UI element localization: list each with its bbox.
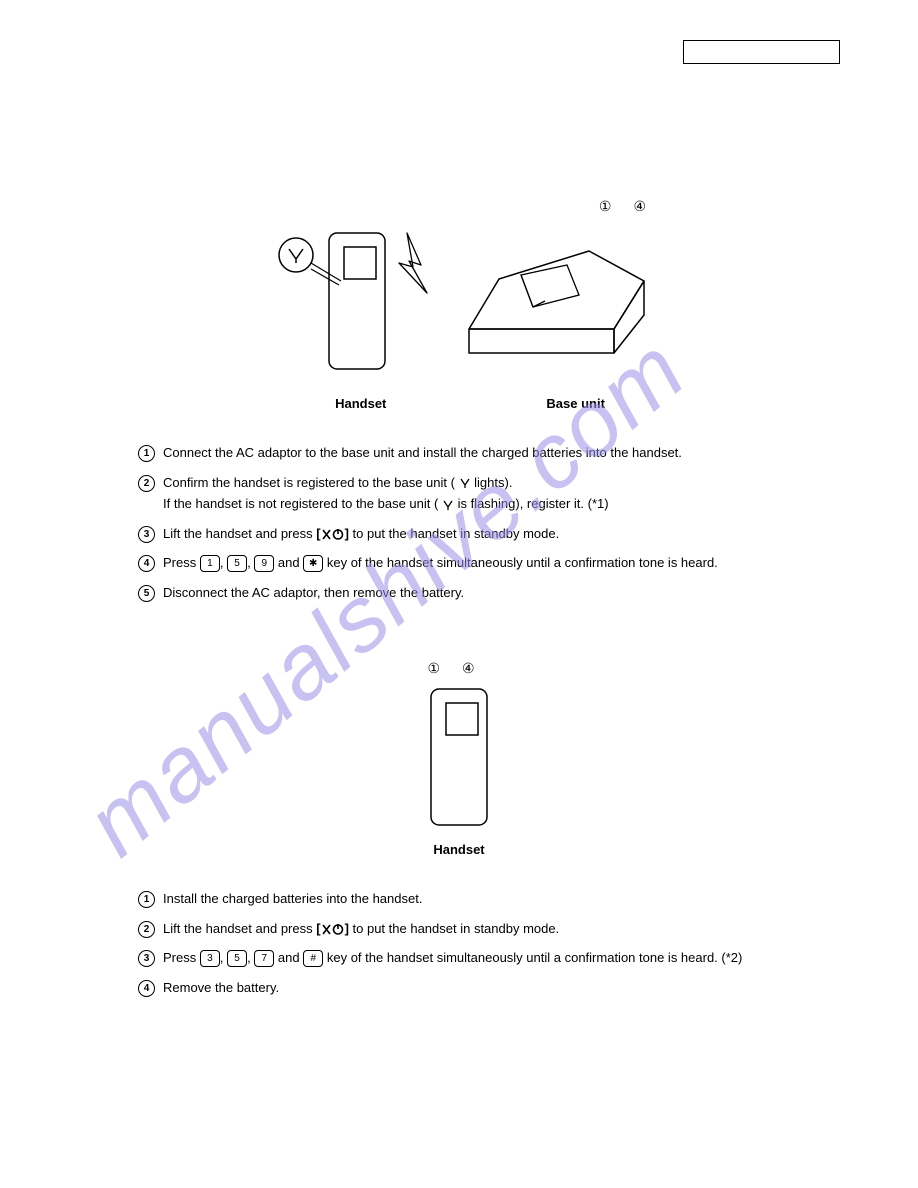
header-box [683, 40, 840, 64]
step-text: Remove the battery. [163, 978, 818, 998]
step-2-1: 1 Install the charged batteries into the… [138, 889, 818, 909]
figure-2 [60, 683, 858, 836]
key-1: 1 [200, 555, 220, 572]
reference-numbers-2: ①④ [60, 660, 858, 677]
step-1-2: 2 Confirm the handset is registered to t… [138, 473, 818, 514]
base-unit-label: Base unit [546, 396, 605, 411]
key-star: ✱ [303, 555, 323, 572]
step-number-icon: 3 [138, 526, 155, 543]
reference-numbers-1: ①④ [60, 198, 858, 215]
steps-list-1: 1 Connect the AC adaptor to the base uni… [60, 443, 858, 602]
step-number-icon: 5 [138, 585, 155, 602]
step-1-4: 4 Press 1, 5, 9 and ✱ key of the handset… [138, 553, 818, 573]
step-1-5: 5 Disconnect the AC adaptor, then remove… [138, 583, 818, 603]
off-power-icon [321, 528, 345, 541]
steps-list-2: 1 Install the charged batteries into the… [60, 889, 858, 997]
section-1: ①④ [60, 198, 858, 602]
step-number-icon: 2 [138, 921, 155, 938]
manual-page: manualshive.com ①④ [0, 0, 918, 1188]
step-number-icon: 2 [138, 475, 155, 492]
figure-1-labels: Handset Base unit [60, 396, 858, 411]
handset-label-2: Handset [60, 842, 858, 857]
step-number-icon: 4 [138, 555, 155, 572]
figure-1 [60, 223, 858, 386]
step-text: Press 1, 5, 9 and ✱ key of the handset s… [163, 553, 818, 573]
antenna-icon [442, 499, 454, 511]
key-hash: # [303, 950, 323, 967]
step-1-3: 3 Lift the handset and press [] to put t… [138, 524, 818, 544]
step-number-icon: 1 [138, 445, 155, 462]
step-1-1: 1 Connect the AC adaptor to the base uni… [138, 443, 818, 463]
step-text: Disconnect the AC adaptor, then remove t… [163, 583, 818, 603]
step-text: Confirm the handset is registered to the… [163, 473, 818, 514]
step-text: Connect the AC adaptor to the base unit … [163, 443, 818, 463]
step-number-icon: 1 [138, 891, 155, 908]
step-text: Press 3, 5, 7 and # key of the handset s… [163, 948, 818, 968]
step-2-2: 2 Lift the handset and press [] to put t… [138, 919, 818, 939]
key-3: 3 [200, 950, 220, 967]
off-power-icon [321, 923, 345, 936]
step-2-3: 3 Press 3, 5, 7 and # key of the handset… [138, 948, 818, 968]
key-9: 9 [254, 555, 274, 572]
step-text: Lift the handset and press [] to put the… [163, 524, 818, 544]
key-7: 7 [254, 950, 274, 967]
step-number-icon: 4 [138, 980, 155, 997]
section-2: ①④ Handset 1 Install the charged batteri… [60, 660, 858, 997]
step-text: Lift the handset and press [] to put the… [163, 919, 818, 939]
key-5: 5 [227, 950, 247, 967]
step-number-icon: 3 [138, 950, 155, 967]
step-text: Install the charged batteries into the h… [163, 889, 818, 909]
step-2-4: 4 Remove the battery. [138, 978, 818, 998]
antenna-icon [459, 477, 471, 489]
key-5: 5 [227, 555, 247, 572]
handset-label: Handset [335, 396, 386, 411]
